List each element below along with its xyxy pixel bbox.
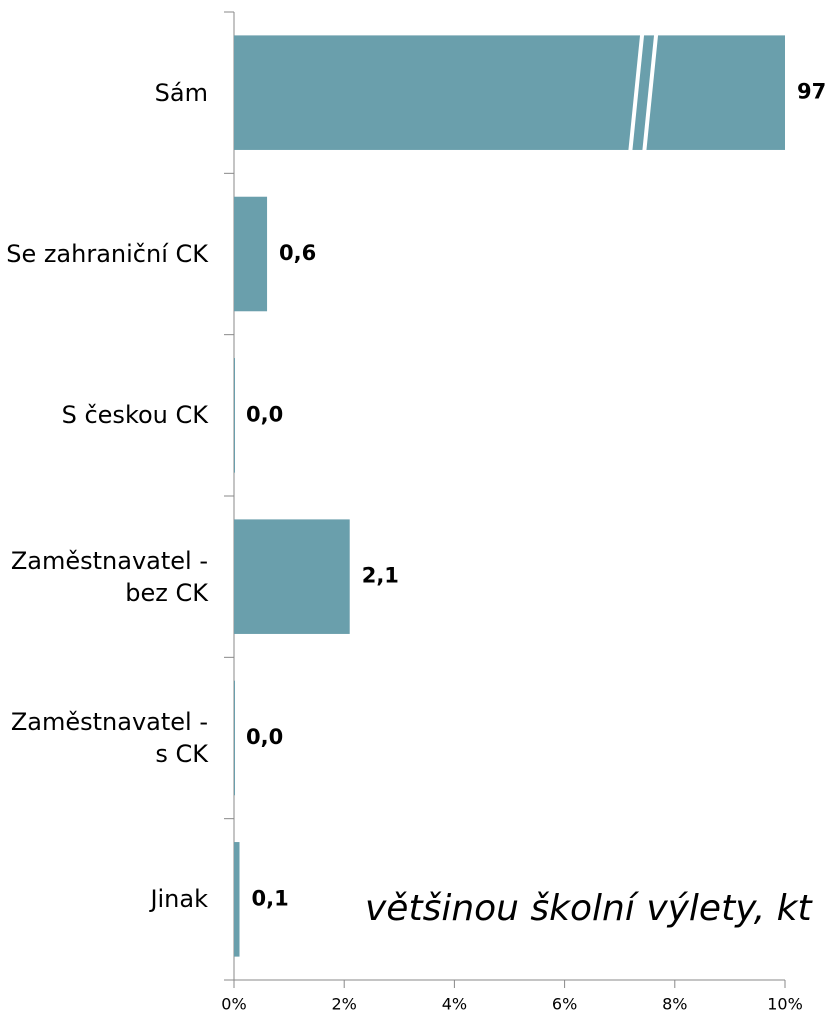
category-label: S českou CK — [61, 401, 208, 430]
bar — [234, 680, 235, 796]
value-label: 2,1 — [362, 564, 399, 588]
category-label: Zaměstnavatel - s CK — [10, 708, 208, 768]
bar — [234, 358, 235, 473]
axis-break — [642, 33, 659, 153]
value-label: 0,1 — [252, 886, 289, 910]
value-label: 0,6 — [279, 241, 316, 265]
x-tick-label: 10% — [767, 995, 803, 1014]
x-tick-label: 6% — [552, 995, 577, 1014]
category-label: Se zahraniční CK — [6, 240, 208, 268]
x-tick-label: 0% — [221, 995, 246, 1014]
value-label: 0,0 — [246, 725, 283, 749]
bar — [234, 35, 785, 150]
bar — [234, 519, 350, 634]
category-label: Zaměstnavatel - bez CK — [10, 546, 208, 607]
category-label: Sám — [154, 78, 208, 107]
bar — [234, 196, 268, 312]
x-tick-label: 2% — [332, 995, 357, 1014]
x-tick-label: 4% — [442, 995, 467, 1014]
value-label: 97 — [797, 80, 826, 104]
category-label: Jinak — [150, 885, 208, 914]
annotation: většinou školní výlety, kt — [365, 888, 813, 929]
value-label: 0,0 — [246, 402, 283, 426]
bar — [234, 842, 240, 957]
x-tick-label: 8% — [662, 995, 687, 1014]
axis-break — [628, 33, 645, 153]
